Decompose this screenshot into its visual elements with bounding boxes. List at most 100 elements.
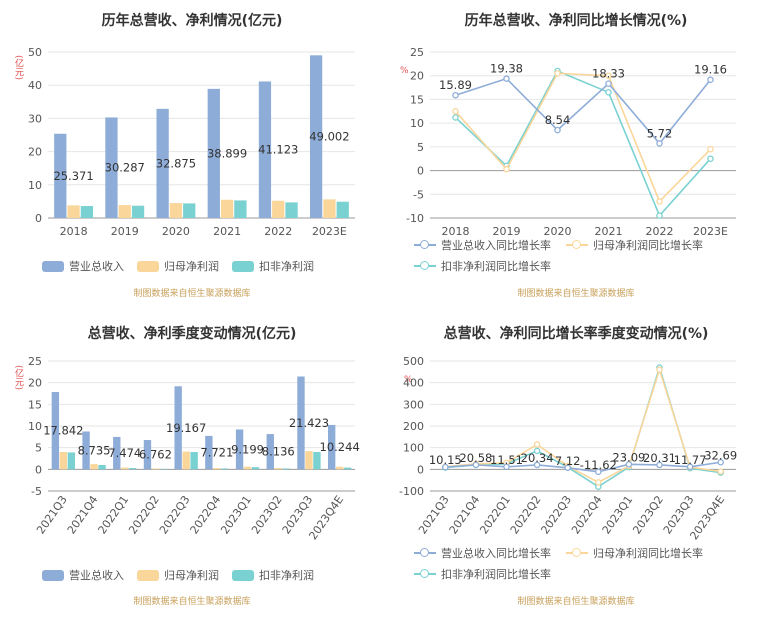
series-line (445, 367, 721, 484)
bar (182, 451, 190, 470)
y-tick-label: -5 (413, 188, 424, 201)
data-label: 20.34 (521, 451, 554, 465)
x-tick-label: 2022Q4 (188, 493, 224, 536)
bar (234, 200, 247, 218)
legend-item-net-growth[interactable]: 归母净利润同比增长率 (566, 237, 703, 253)
bar (105, 117, 118, 218)
data-point (554, 70, 561, 77)
y-tick-label: -5 (31, 485, 42, 498)
legend-item-deducted-profit[interactable]: 扣非净利润 (232, 567, 314, 583)
legend-item-net-profit[interactable]: 归母净利润 (137, 258, 219, 274)
bar (258, 81, 272, 218)
bar (235, 429, 244, 470)
bar (213, 468, 221, 470)
bar (174, 386, 182, 470)
data-point (656, 140, 663, 147)
x-tick-label: 2021Q3 (34, 493, 70, 536)
data-label: 18.33 (592, 67, 625, 81)
legend-item-revenue[interactable]: 营业总收入 (42, 258, 124, 274)
data-label: 19.167 (166, 421, 206, 435)
legend-item-deducted-growth[interactable]: 扣非净利润同比增长率 (414, 566, 551, 582)
data-label: 49.002 (309, 130, 349, 144)
x-tick-label: 2022Q1 (96, 493, 132, 536)
bar (251, 467, 260, 470)
data-label: -11.62 (580, 458, 617, 472)
data-label: 20.31 (643, 451, 676, 465)
bar (131, 205, 145, 218)
data-label: 11.77 (674, 453, 707, 467)
series-line (454, 69, 712, 218)
y-tick-label: 400 (403, 377, 424, 390)
chart-title: 历年总营收、净利同比增长情况(%) (464, 13, 688, 29)
data-label: 7.721 (200, 446, 233, 460)
legend-item-revenue[interactable]: 营业总收入 (42, 567, 124, 583)
legend-item-deducted-profit[interactable]: 扣非净利润 (232, 258, 314, 274)
data-point (533, 441, 541, 448)
bar (67, 452, 76, 470)
y-axis-unit: (亿元) (13, 365, 23, 391)
x-tick-label: 2018 (60, 225, 88, 238)
bar (266, 434, 274, 470)
bar (343, 467, 352, 470)
y-axis-unit: (亿元) (13, 55, 23, 81)
bar (156, 108, 169, 218)
data-label: 38.899 (207, 146, 247, 160)
data-point (605, 89, 612, 96)
legend-item-revenue-growth[interactable]: 营业总收入同比增长率 (414, 237, 551, 253)
y-tick-label: -100 (399, 485, 424, 498)
legend-item-revenue-growth[interactable]: 营业总收入同比增长率 (414, 545, 551, 561)
data-point (503, 463, 510, 471)
legend-item-net-profit[interactable]: 归母净利润 (137, 567, 219, 583)
bar (151, 468, 160, 470)
legend-item-net-growth[interactable]: 归母净利润同比增长率 (566, 545, 703, 561)
y-tick-label: 20 (410, 70, 424, 83)
data-point (605, 72, 612, 79)
data-point (595, 468, 602, 476)
chart-title: 历年总营收、净利情况(亿元) (101, 13, 283, 29)
data-point (533, 461, 541, 469)
data-label: 7.12 (555, 454, 581, 468)
data-label: 32.875 (156, 156, 196, 170)
bar (121, 467, 129, 470)
bar (143, 440, 152, 470)
y-axis-unit: % (400, 66, 409, 76)
chart-quarterly-growth: 总营收、净利同比增长率季度变动情况(%) % -100 0 100 200 300 400… (384, 313, 768, 626)
y-tick-label: 500 (403, 355, 424, 368)
series-line (445, 461, 721, 473)
y-tick-label: 30 (28, 112, 42, 125)
bar (305, 451, 313, 470)
bar (274, 468, 282, 470)
y-tick-label: 50 (28, 46, 42, 59)
data-point (503, 75, 510, 82)
x-tick-label: 2023E (312, 225, 347, 238)
data-point (707, 155, 714, 162)
plot-area: 0 10 20 30 40 50 2018 2019 2020 2021 2022 2023E 25.3… (28, 46, 355, 238)
x-tick-label: 2021Q4 (65, 493, 101, 536)
data-point (717, 459, 724, 466)
data-label: 20.58 (459, 451, 492, 465)
y-tick-label: 0 (417, 463, 424, 476)
bar (51, 392, 60, 470)
data-point (503, 165, 510, 173)
data-label: 9.199 (231, 442, 264, 456)
y-tick-label: 40 (28, 79, 42, 92)
chart-annual-growth: 历年总营收、净利同比增长情况(%) % -10 -5 0 5 10 15 20 25 2018 2… (384, 0, 768, 313)
x-tick-label: 2023Q2 (249, 493, 285, 536)
y-tick-label: 20 (28, 146, 42, 159)
y-tick-label: 15 (28, 398, 42, 411)
plot-area: -10 -5 0 5 10 15 20 25 2018 2019 2020 2021 2022 2023E… (406, 46, 736, 238)
bar (90, 464, 98, 470)
bar (220, 199, 234, 218)
y-tick-label: 100 (403, 442, 424, 455)
data-point (452, 108, 459, 115)
y-tick-label: 0 (35, 463, 42, 476)
y-tick-label: 300 (403, 398, 424, 411)
y-tick-label: 0 (35, 212, 42, 225)
data-label: 17.842 (43, 424, 83, 438)
bar (118, 205, 131, 218)
bar (113, 436, 121, 470)
x-tick-label: 2022Q3 (157, 493, 193, 536)
x-tick-label: 2020 (544, 225, 572, 238)
source-note: 制图数据来自恒生聚源数据库 (517, 289, 635, 299)
legend-item-deducted-growth[interactable]: 扣非净利润同比增长率 (414, 258, 551, 274)
